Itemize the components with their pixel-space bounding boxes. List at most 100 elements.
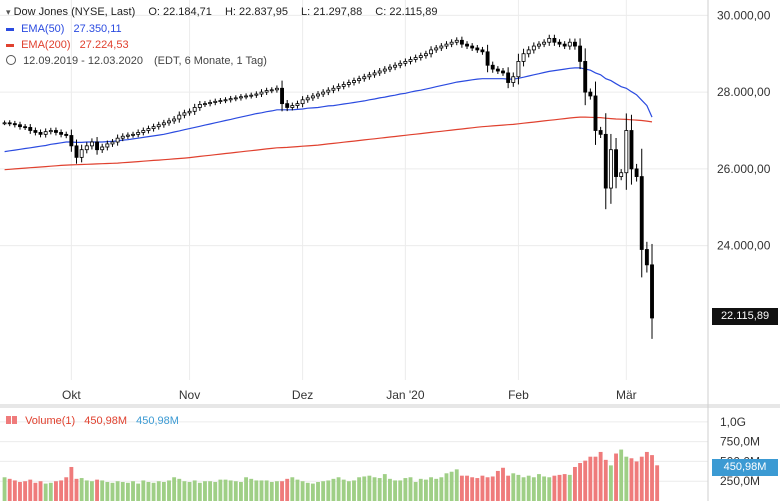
candle-up bbox=[388, 66, 392, 70]
ema50-legend: EMA(50) 27.350,11 bbox=[6, 22, 122, 36]
candle-up bbox=[423, 53, 428, 57]
high-value: H: 22.837,95 bbox=[224, 6, 288, 18]
last-price-tag: 22.115,89 bbox=[712, 308, 778, 325]
candle-down bbox=[33, 130, 38, 133]
volume-bar bbox=[583, 460, 588, 501]
candle-down bbox=[459, 39, 464, 45]
candle-down bbox=[552, 37, 557, 43]
volume-bar bbox=[18, 482, 22, 501]
candle-up bbox=[547, 37, 552, 43]
volume-swatch-icon bbox=[6, 416, 11, 424]
volume-bar bbox=[84, 480, 89, 501]
volume-bar bbox=[316, 482, 320, 501]
candle-up bbox=[192, 107, 197, 112]
candle-down bbox=[12, 123, 17, 126]
volume-bar bbox=[7, 478, 12, 501]
volume-bar bbox=[269, 482, 274, 501]
volume-tick-label: 1,0G bbox=[720, 415, 746, 429]
candle-up bbox=[218, 100, 223, 102]
volume-bar bbox=[120, 482, 125, 501]
volume-tick-label: 250,0M bbox=[720, 474, 760, 488]
close-value: C: 22.115,89 bbox=[375, 6, 438, 18]
candle-up bbox=[454, 39, 459, 43]
volume-bar bbox=[89, 481, 94, 501]
volume-bar bbox=[280, 481, 284, 501]
candle-down bbox=[490, 64, 495, 70]
volume-bar bbox=[249, 478, 254, 501]
candle-down bbox=[572, 41, 577, 47]
volume-bar bbox=[336, 477, 341, 501]
volume-bar bbox=[521, 477, 526, 501]
volume-bar bbox=[608, 465, 613, 501]
range-detail: (EDT, 6 Monate, 1 Tag) bbox=[154, 55, 267, 67]
candle-up bbox=[79, 149, 84, 158]
volume-bar bbox=[501, 467, 505, 501]
candle-up bbox=[521, 53, 526, 62]
candle-up bbox=[352, 80, 356, 83]
candle-up bbox=[125, 134, 130, 137]
candle-down bbox=[69, 135, 74, 147]
volume-label: Volume(1) bbox=[25, 415, 76, 427]
candle-up bbox=[141, 130, 146, 133]
volume-bar bbox=[244, 477, 249, 501]
volume-bar bbox=[562, 474, 567, 501]
volume-bar bbox=[326, 480, 331, 501]
candle-up bbox=[321, 91, 326, 95]
ema50-value: 27.350,11 bbox=[73, 23, 122, 35]
candle-up bbox=[531, 45, 536, 51]
volume-bar bbox=[557, 474, 562, 501]
candle-down bbox=[593, 95, 598, 131]
ema200-path bbox=[4, 116, 653, 171]
candle-down bbox=[280, 87, 284, 105]
candle-down bbox=[495, 68, 500, 72]
volume-bar bbox=[506, 475, 511, 501]
volume-bar bbox=[526, 475, 531, 501]
candle-up bbox=[357, 78, 362, 82]
candle-down bbox=[639, 176, 644, 250]
price-legend-row-1: ▾ Dow Jones (NYSE, Last) O: 22.184,71 H:… bbox=[6, 5, 437, 19]
volume-bar bbox=[146, 482, 151, 501]
candle-up bbox=[136, 132, 141, 135]
candlestick-series bbox=[2, 34, 654, 339]
volume-bar bbox=[624, 456, 629, 501]
volume-bar bbox=[115, 481, 120, 501]
candle-up bbox=[177, 114, 182, 120]
candle-down bbox=[470, 45, 475, 49]
volume-bar bbox=[74, 478, 79, 501]
volume-bar bbox=[352, 480, 356, 501]
volume-bar bbox=[362, 476, 367, 501]
candle-up bbox=[259, 91, 264, 95]
candle-up bbox=[331, 87, 336, 91]
volume-bar bbox=[23, 481, 28, 501]
candle-up bbox=[264, 90, 269, 93]
volume-bar bbox=[54, 481, 58, 501]
x-tick-label: Nov bbox=[179, 388, 200, 402]
candle-down bbox=[603, 133, 608, 189]
candle-down bbox=[614, 149, 618, 177]
candle-up bbox=[382, 68, 387, 72]
volume-bar bbox=[567, 474, 572, 501]
candle-up bbox=[537, 43, 541, 47]
clock-icon bbox=[6, 55, 16, 65]
volume-bar bbox=[295, 479, 300, 501]
volume-bar bbox=[259, 480, 264, 501]
x-tick-label: Feb bbox=[508, 388, 529, 402]
volume-bar bbox=[619, 449, 624, 501]
volume-bar bbox=[151, 482, 156, 501]
volume-bar bbox=[187, 482, 192, 501]
candle-up bbox=[161, 122, 166, 126]
candle-up bbox=[187, 110, 192, 114]
candle-down bbox=[644, 249, 649, 266]
candle-up bbox=[208, 102, 213, 105]
volume-bar bbox=[346, 481, 351, 501]
volume-bar bbox=[110, 482, 115, 501]
candle-down bbox=[634, 168, 639, 177]
candle-up bbox=[172, 118, 177, 122]
x-tick-label: Dez bbox=[292, 388, 313, 402]
candle-up bbox=[197, 104, 202, 108]
candle-up bbox=[115, 137, 120, 143]
candle-up bbox=[439, 45, 444, 49]
ema50-label: EMA(50) bbox=[21, 23, 65, 35]
candle-down bbox=[598, 130, 603, 135]
